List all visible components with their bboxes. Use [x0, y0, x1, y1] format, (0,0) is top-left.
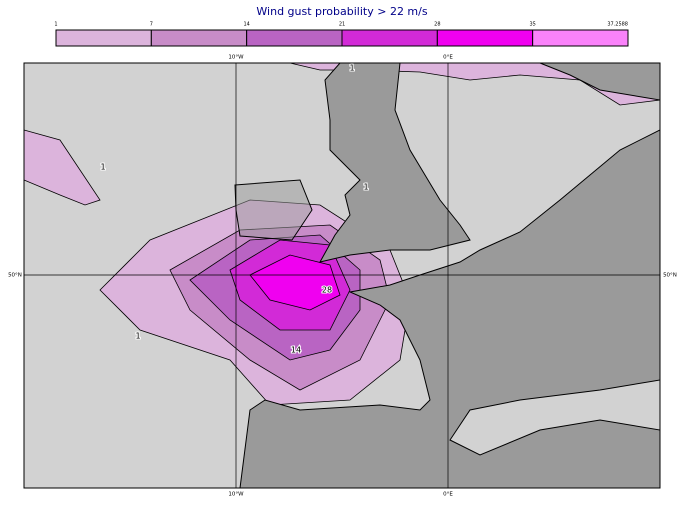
contour-label: 28 — [322, 286, 332, 295]
contour-label: 1 — [349, 64, 354, 73]
colorbar-segment — [246, 29, 343, 47]
colorbar-tick: 28 — [434, 22, 440, 28]
title: Wind gust probability > 22 m/s — [256, 5, 427, 18]
colorbar-tick: 1 — [54, 22, 57, 28]
colorbar-tick: 7 — [150, 22, 153, 28]
contour-label: 14 — [291, 346, 301, 355]
continent — [239, 62, 661, 489]
lon-label: 0°E — [443, 55, 453, 61]
colorbar-segment — [436, 29, 534, 47]
contour-area — [23, 129, 101, 206]
colorbar-segment — [55, 29, 152, 47]
colorbar-segment — [532, 29, 629, 47]
map-frame — [23, 62, 661, 489]
lat-label: 50°N — [8, 273, 22, 279]
colorbar-tick: 37.2588 — [607, 22, 628, 28]
lon-label: 0°E — [443, 492, 453, 498]
contour-area — [249, 254, 341, 311]
contour-label: 1 — [100, 163, 105, 172]
land — [234, 62, 661, 489]
contour-labels: 1 1 1 1 28 14 — [99, 63, 369, 356]
colorbar-tick: 21 — [339, 22, 345, 28]
contour-label: 1 — [363, 183, 368, 192]
colorbar-segment — [150, 29, 248, 47]
lat-label: 50°N — [663, 273, 677, 279]
lon-label: 10°W — [228, 55, 244, 61]
graticule — [24, 63, 660, 488]
colorbar-segment — [341, 29, 438, 47]
colorbar-tick: 14 — [243, 22, 249, 28]
lon-label: 10°W — [228, 492, 244, 498]
colorbar: 1 7 14 21 28 35 37.2588 — [54, 22, 629, 47]
contour-label: 1 — [135, 332, 140, 341]
great-britain — [319, 62, 471, 263]
colorbar-tick: 35 — [529, 22, 535, 28]
